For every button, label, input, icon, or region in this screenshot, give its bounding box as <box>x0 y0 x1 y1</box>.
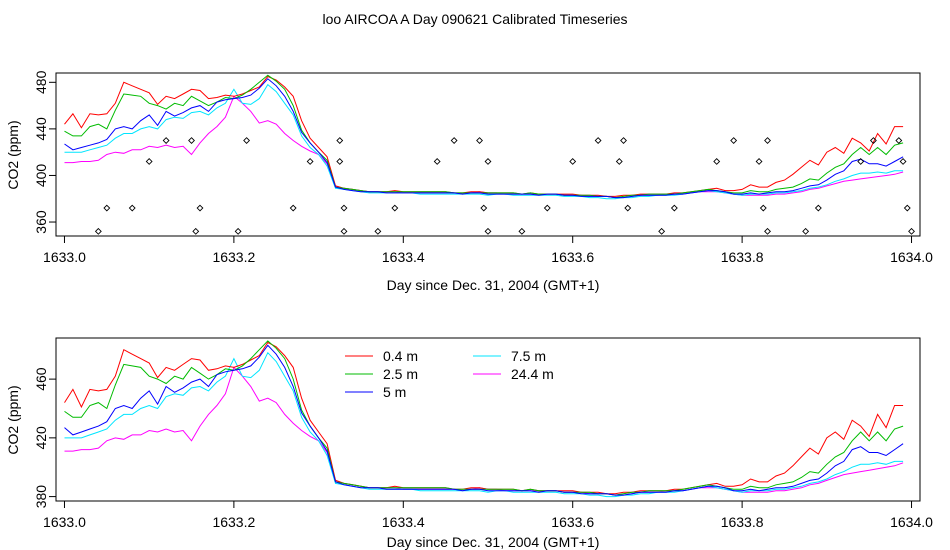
calibration-point <box>484 158 492 165</box>
series-line-5-m <box>64 344 904 496</box>
calibration-point <box>764 227 771 235</box>
calibration-point <box>128 204 136 212</box>
calibration-point <box>814 204 822 212</box>
legend-label: 7.5 m <box>511 348 546 364</box>
x-tick-label: 1633.4 <box>382 249 425 265</box>
calibration-point <box>391 204 399 212</box>
top-panel: 1633.0 1633.2 1633.4 1633.6 1633.8 1634.0 360 4… <box>5 70 933 293</box>
calibration-point <box>196 204 204 212</box>
legend-label: 2.5 m <box>383 366 418 382</box>
y-tick-label: 400 <box>33 164 49 188</box>
calibration-point <box>192 227 200 235</box>
legend-label: 0.4 m <box>383 348 418 364</box>
calibration-point <box>895 137 903 144</box>
calibration-point <box>145 158 153 165</box>
calibration-point <box>903 204 911 212</box>
chart-title: loo AIRCOA A Day 090621 Calibrated Times… <box>322 11 628 27</box>
x-tick-label: 1634.0 <box>890 514 933 530</box>
calibration-point <box>569 158 577 165</box>
series-line-0-4-m <box>64 75 904 197</box>
series-line-2-5-m <box>64 340 904 496</box>
x-tick-label: 1633.8 <box>721 249 764 265</box>
y-axis-label: CO2 (ppm) <box>5 385 21 454</box>
calibration-point <box>802 227 810 235</box>
y-tick-label: 420 <box>33 426 49 450</box>
x-tick-label: 1633.6 <box>551 514 594 530</box>
series-line-5-m <box>64 78 904 199</box>
calibration-point <box>433 158 441 165</box>
series-group <box>64 340 904 498</box>
calibration-point <box>670 204 678 212</box>
x-tick-label: 1633.8 <box>721 514 764 530</box>
calibration-point <box>857 158 865 165</box>
legend-label: 5 m <box>383 384 406 400</box>
calibration-point <box>755 158 763 165</box>
calibration-point <box>518 227 526 235</box>
calibration-point <box>764 137 771 144</box>
calibration-point <box>289 204 297 212</box>
calibration-point <box>336 137 344 144</box>
x-tick-label: 1633.2 <box>212 514 255 530</box>
calibration-point <box>476 137 483 144</box>
y-tick-label: 440 <box>33 117 49 141</box>
calibration-point <box>869 137 877 144</box>
x-axis-label: Day since Dec. 31, 2004 (GMT+1) <box>387 277 600 293</box>
calibration-point <box>94 227 102 235</box>
y-tick-label: 360 <box>33 210 49 234</box>
calibration-point <box>899 158 907 165</box>
calibration-point <box>615 158 623 165</box>
calibration-point <box>188 137 195 144</box>
legend-label: 24.4 m <box>511 366 554 382</box>
calibration-point <box>336 158 344 165</box>
calibration-point <box>543 204 551 212</box>
x-tick-label: 1633.0 <box>43 249 86 265</box>
calibration-point <box>908 227 915 235</box>
calibration-point <box>306 158 314 165</box>
y-tick-label: 380 <box>33 485 49 509</box>
x-axis-label: Day since Dec. 31, 2004 (GMT+1) <box>387 534 600 550</box>
calibration-point <box>713 158 721 165</box>
calibration-point <box>480 204 488 212</box>
series-line-7-5-m <box>64 351 904 498</box>
bottom-panel: 1633.0 1633.2 1633.4 1633.6 1633.8 1634.0 380 4… <box>5 337 933 550</box>
y-tick-label: 480 <box>33 70 49 94</box>
series-group <box>64 74 904 200</box>
calibration-point <box>243 137 251 144</box>
x-tick-label: 1633.6 <box>551 249 594 265</box>
series-line-2-5-m <box>64 74 904 199</box>
calibration-point <box>340 227 348 235</box>
plot-frame <box>55 337 921 502</box>
x-tick-label: 1634.0 <box>890 249 933 265</box>
x-tick-label: 1633.4 <box>382 514 425 530</box>
calibration-point <box>340 204 348 212</box>
calibration-point <box>374 227 382 235</box>
calibration-point <box>234 227 242 235</box>
y-axis-label: CO2 (ppm) <box>5 120 21 189</box>
series-line-7-5-m <box>64 83 904 200</box>
calibration-point <box>759 204 767 212</box>
calibration-point <box>484 227 492 235</box>
calibration-point <box>624 204 632 212</box>
calibration-point <box>103 204 111 212</box>
calibration-point <box>730 137 738 144</box>
x-tick-label: 1633.0 <box>43 514 86 530</box>
x-tick-label: 1633.2 <box>212 249 255 265</box>
calibration-point <box>620 137 627 144</box>
calibration-point <box>658 227 666 235</box>
y-tick-label: 460 <box>33 367 49 391</box>
calibration-point <box>450 137 458 144</box>
calibration-point <box>162 137 170 144</box>
plot-frame <box>55 72 921 237</box>
series-line-0-4-m <box>64 341 904 495</box>
calibration-point <box>594 137 602 144</box>
